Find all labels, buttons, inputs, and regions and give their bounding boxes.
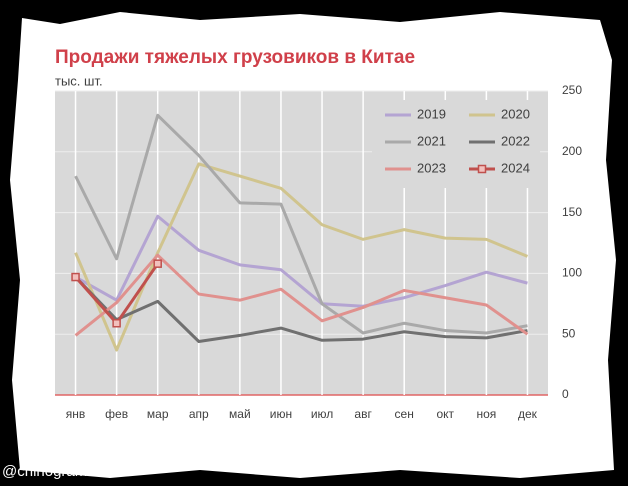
x-tick-label: апр bbox=[189, 407, 209, 421]
x-tick-label: сен bbox=[395, 407, 414, 421]
x-tick-label: авг bbox=[354, 407, 372, 421]
x-tick-label: май bbox=[229, 407, 251, 421]
series-line bbox=[74, 113, 528, 335]
y-tick-label: 250 bbox=[562, 83, 582, 97]
legend-label: 2021 bbox=[417, 133, 446, 148]
y-tick-label: 150 bbox=[562, 205, 582, 219]
legend-label: 2020 bbox=[501, 106, 530, 121]
point-marker bbox=[112, 319, 121, 328]
legend-label: 2019 bbox=[417, 106, 446, 121]
watermark: @chinogram bbox=[2, 463, 87, 480]
series-line bbox=[74, 162, 529, 352]
x-tick-label: ноя bbox=[476, 407, 496, 421]
legend-label: 2022 bbox=[501, 133, 530, 148]
y-tick-label: 50 bbox=[562, 326, 576, 340]
y-tick-label: 100 bbox=[562, 266, 582, 280]
x-tick-label: июн bbox=[270, 407, 292, 421]
y-axis-label: тыс. шт. bbox=[55, 73, 103, 88]
x-tick-label: июл bbox=[311, 407, 333, 421]
y-tick-label: 0 bbox=[562, 387, 569, 401]
series-line bbox=[74, 253, 529, 337]
x-tick-label: окт bbox=[437, 407, 455, 421]
y-tick-label: 200 bbox=[562, 144, 582, 158]
legend-marker bbox=[477, 164, 487, 174]
legend-label: 2023 bbox=[417, 160, 446, 175]
point-marker bbox=[153, 259, 162, 268]
x-tick-label: дек bbox=[518, 407, 538, 421]
series-line bbox=[74, 276, 528, 343]
series-line bbox=[74, 214, 528, 308]
x-tick-label: мар bbox=[147, 407, 169, 421]
point-marker bbox=[71, 272, 80, 282]
legend-label: 2024 bbox=[501, 160, 530, 175]
chart-title: Продажи тяжелых грузовиков в Китае bbox=[55, 47, 415, 68]
x-tick-label: янв bbox=[66, 407, 86, 421]
x-tick-label: фев bbox=[105, 407, 128, 421]
